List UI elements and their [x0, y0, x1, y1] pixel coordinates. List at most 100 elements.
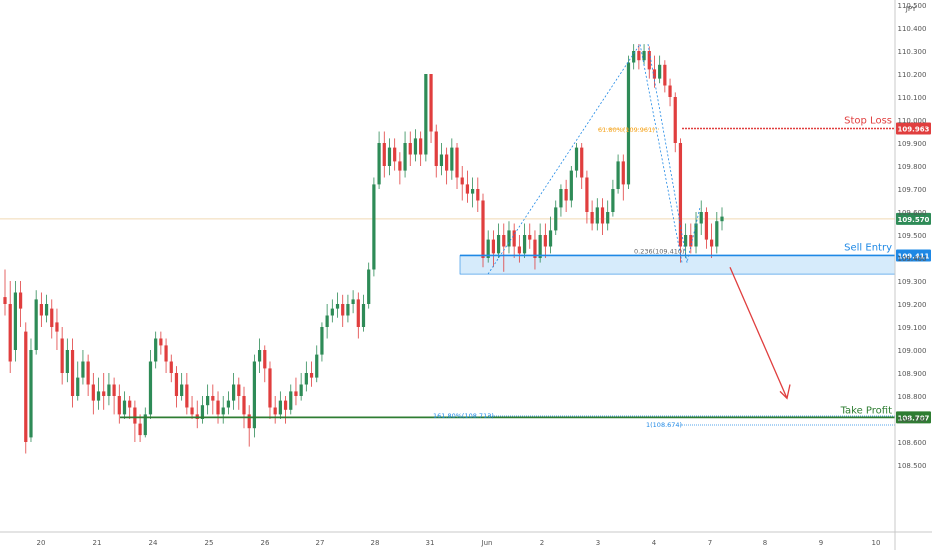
candle-body: [81, 361, 85, 378]
candle-body: [481, 200, 485, 258]
candle-body: [522, 235, 527, 254]
sell-entry-zone: [459, 255, 896, 275]
time-tick-label: 28: [371, 539, 380, 547]
candle-body: [159, 338, 163, 346]
candle-body: [709, 239, 714, 247]
candle-body: [330, 308, 334, 316]
candle-body: [309, 373, 314, 378]
candle-body: [377, 143, 381, 185]
candle-body: [299, 384, 303, 396]
current-price-badge-bg: [896, 212, 931, 225]
fib-236-label: 0.236(109.410): [634, 247, 685, 255]
stop-loss-price-badge-bg: [896, 122, 931, 135]
candle-body: [273, 407, 277, 415]
candle-body: [585, 177, 589, 212]
candle-body: [668, 85, 672, 97]
candle-body: [569, 170, 573, 201]
price-tick-label: 110.000: [898, 117, 927, 125]
candle-body: [315, 354, 319, 378]
time-tick-label: 8: [763, 539, 767, 547]
candle-body: [372, 184, 376, 270]
candle-body: [39, 304, 43, 316]
candle-body: [403, 143, 407, 171]
candle-body: [257, 350, 262, 362]
candle-body: [24, 331, 28, 442]
price-tick-label: 109.100: [898, 324, 927, 332]
sell-entry-price-badge-bg: [896, 249, 931, 262]
time-tick-label: 3: [596, 539, 600, 547]
annotation-layer: Stop Loss Sell Entry Take Profit 109.963 109…: [120, 43, 931, 429]
candle-body: [138, 423, 142, 436]
candle-body: [470, 189, 475, 194]
price-tick-label: 110.300: [898, 48, 927, 56]
fib-618-label: 61.80%(109.961): [598, 126, 655, 134]
candle-body: [704, 212, 709, 240]
price-tick-label: 108.700: [898, 416, 927, 424]
candle-body: [554, 207, 558, 231]
candle-body: [174, 373, 179, 396]
candle-body: [107, 384, 111, 396]
price-tick-label: 108.500: [898, 462, 927, 470]
candle-body: [185, 384, 189, 408]
candle-body: [86, 361, 90, 385]
candle-body: [29, 350, 33, 438]
price-tick-label: 109.500: [898, 232, 927, 240]
candle-body: [44, 304, 49, 316]
candle-body: [689, 235, 693, 247]
candle-body: [237, 384, 241, 396]
candle-body: [564, 189, 568, 201]
candle-body: [486, 239, 490, 258]
candle-body: [169, 361, 173, 373]
time-tick-label: 10: [872, 539, 881, 547]
candle-body: [216, 400, 220, 415]
candle-body: [50, 308, 54, 327]
candle-body: [517, 246, 521, 254]
time-tick-label: 21: [93, 539, 102, 547]
candle-body: [600, 207, 605, 224]
price-tick-label: 108.900: [898, 370, 927, 378]
candle-body: [694, 223, 698, 247]
current-price-badge: 109.570: [898, 216, 930, 224]
candle-body: [699, 212, 703, 224]
candle-body: [647, 51, 651, 70]
candle-body: [476, 189, 480, 201]
candle-body: [455, 147, 459, 178]
candle-body: [341, 304, 345, 316]
time-tick-label: 2: [540, 539, 544, 547]
projection-arrow-line: [729, 266, 788, 399]
time-tick-label: 20: [37, 539, 46, 547]
fib-swing-path: [487, 43, 683, 275]
candle-body: [325, 315, 329, 327]
take-profit-price-badge-bg: [896, 411, 931, 424]
candle-body: [632, 51, 636, 63]
candle-body: [289, 391, 293, 410]
candle-body: [206, 396, 210, 406]
take-profit-price-badge: 108.707: [898, 414, 930, 422]
candle-body: [533, 239, 537, 258]
price-tick-label: 110.400: [898, 25, 927, 33]
candle-body: [112, 384, 116, 396]
candle-body: [76, 377, 80, 396]
take-profit-label: Take Profit: [840, 405, 893, 416]
candle-body: [637, 51, 641, 61]
candle-body: [96, 391, 101, 401]
candle-body: [616, 161, 620, 189]
time-tick-label: 9: [819, 539, 823, 547]
candle-body: [356, 299, 360, 327]
candle-body: [559, 189, 563, 208]
candle-body: [70, 350, 75, 396]
candle-body: [658, 64, 662, 79]
candle-body: [626, 62, 631, 185]
candle-body: [507, 230, 511, 247]
candle-body: [429, 74, 433, 132]
candle-body: [445, 154, 449, 171]
candle-body: [642, 51, 646, 61]
candle-body: [148, 361, 153, 415]
candle-body: [122, 400, 127, 415]
price-tick-label: 109.300: [898, 278, 927, 286]
candle-body: [460, 177, 464, 185]
candle-body: [538, 235, 542, 258]
candle-body: [133, 407, 137, 424]
